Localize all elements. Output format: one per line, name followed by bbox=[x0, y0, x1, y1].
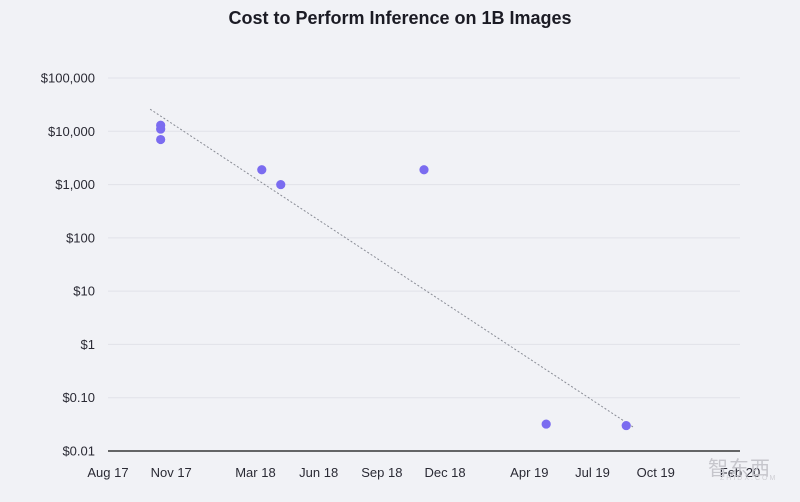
x-tick-label: Nov 17 bbox=[151, 465, 192, 480]
x-tick-label: Sep 18 bbox=[361, 465, 402, 480]
data-point bbox=[257, 165, 267, 175]
y-tick-label: $10,000 bbox=[48, 124, 95, 139]
data-point bbox=[156, 134, 166, 145]
x-tick-label: Jul 19 bbox=[575, 465, 610, 480]
y-tick-label: $100,000 bbox=[41, 71, 95, 86]
watermark-text: ZHIDX.COM bbox=[720, 475, 778, 482]
y-tick-label: $1,000 bbox=[55, 177, 95, 192]
x-tick-label: Dec 18 bbox=[424, 465, 465, 480]
data-point bbox=[621, 420, 631, 431]
data-point bbox=[276, 179, 286, 190]
y-tick-label: $0.01 bbox=[62, 444, 95, 459]
y-tick-label: $1 bbox=[81, 337, 95, 352]
x-tick-label: Aug 17 bbox=[87, 465, 128, 480]
x-tick-label: Jun 18 bbox=[299, 465, 338, 480]
y-tick-label: $0.10 bbox=[62, 390, 95, 405]
y-tick-label: $10 bbox=[73, 284, 95, 299]
data-point bbox=[541, 419, 551, 429]
x-tick-label: Apr 19 bbox=[510, 465, 548, 480]
data-point bbox=[419, 165, 429, 175]
chart-title: Cost to Perform Inference on 1B Images bbox=[228, 8, 572, 28]
trend-line bbox=[149, 108, 635, 429]
x-tick-label: Mar 18 bbox=[235, 465, 275, 480]
watermark-logo: 智东西 bbox=[708, 458, 771, 480]
y-tick-label: $100 bbox=[66, 230, 95, 245]
data-point bbox=[156, 124, 166, 134]
x-tick-label: Oct 19 bbox=[637, 465, 675, 480]
x-tick-label: Feb 20 bbox=[720, 465, 760, 480]
